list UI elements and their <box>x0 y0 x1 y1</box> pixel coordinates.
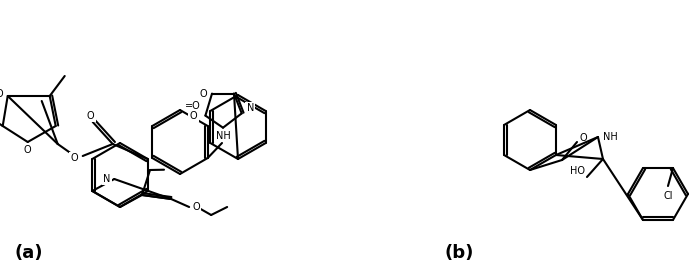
Text: O: O <box>199 89 207 99</box>
Text: O: O <box>189 111 198 121</box>
Text: HO: HO <box>570 166 585 176</box>
Text: O: O <box>70 153 78 163</box>
Text: =O: =O <box>185 101 200 111</box>
Text: O: O <box>24 145 32 155</box>
Text: O: O <box>87 111 94 121</box>
Text: NH: NH <box>216 131 230 141</box>
Text: NH: NH <box>603 132 618 142</box>
Text: (a): (a) <box>15 244 43 262</box>
Text: O: O <box>192 202 200 212</box>
Text: N: N <box>247 103 254 113</box>
Text: (b): (b) <box>445 244 474 262</box>
Text: O: O <box>0 89 3 99</box>
Text: N: N <box>103 174 110 184</box>
Text: O: O <box>580 133 588 143</box>
Text: Cl: Cl <box>664 191 672 201</box>
